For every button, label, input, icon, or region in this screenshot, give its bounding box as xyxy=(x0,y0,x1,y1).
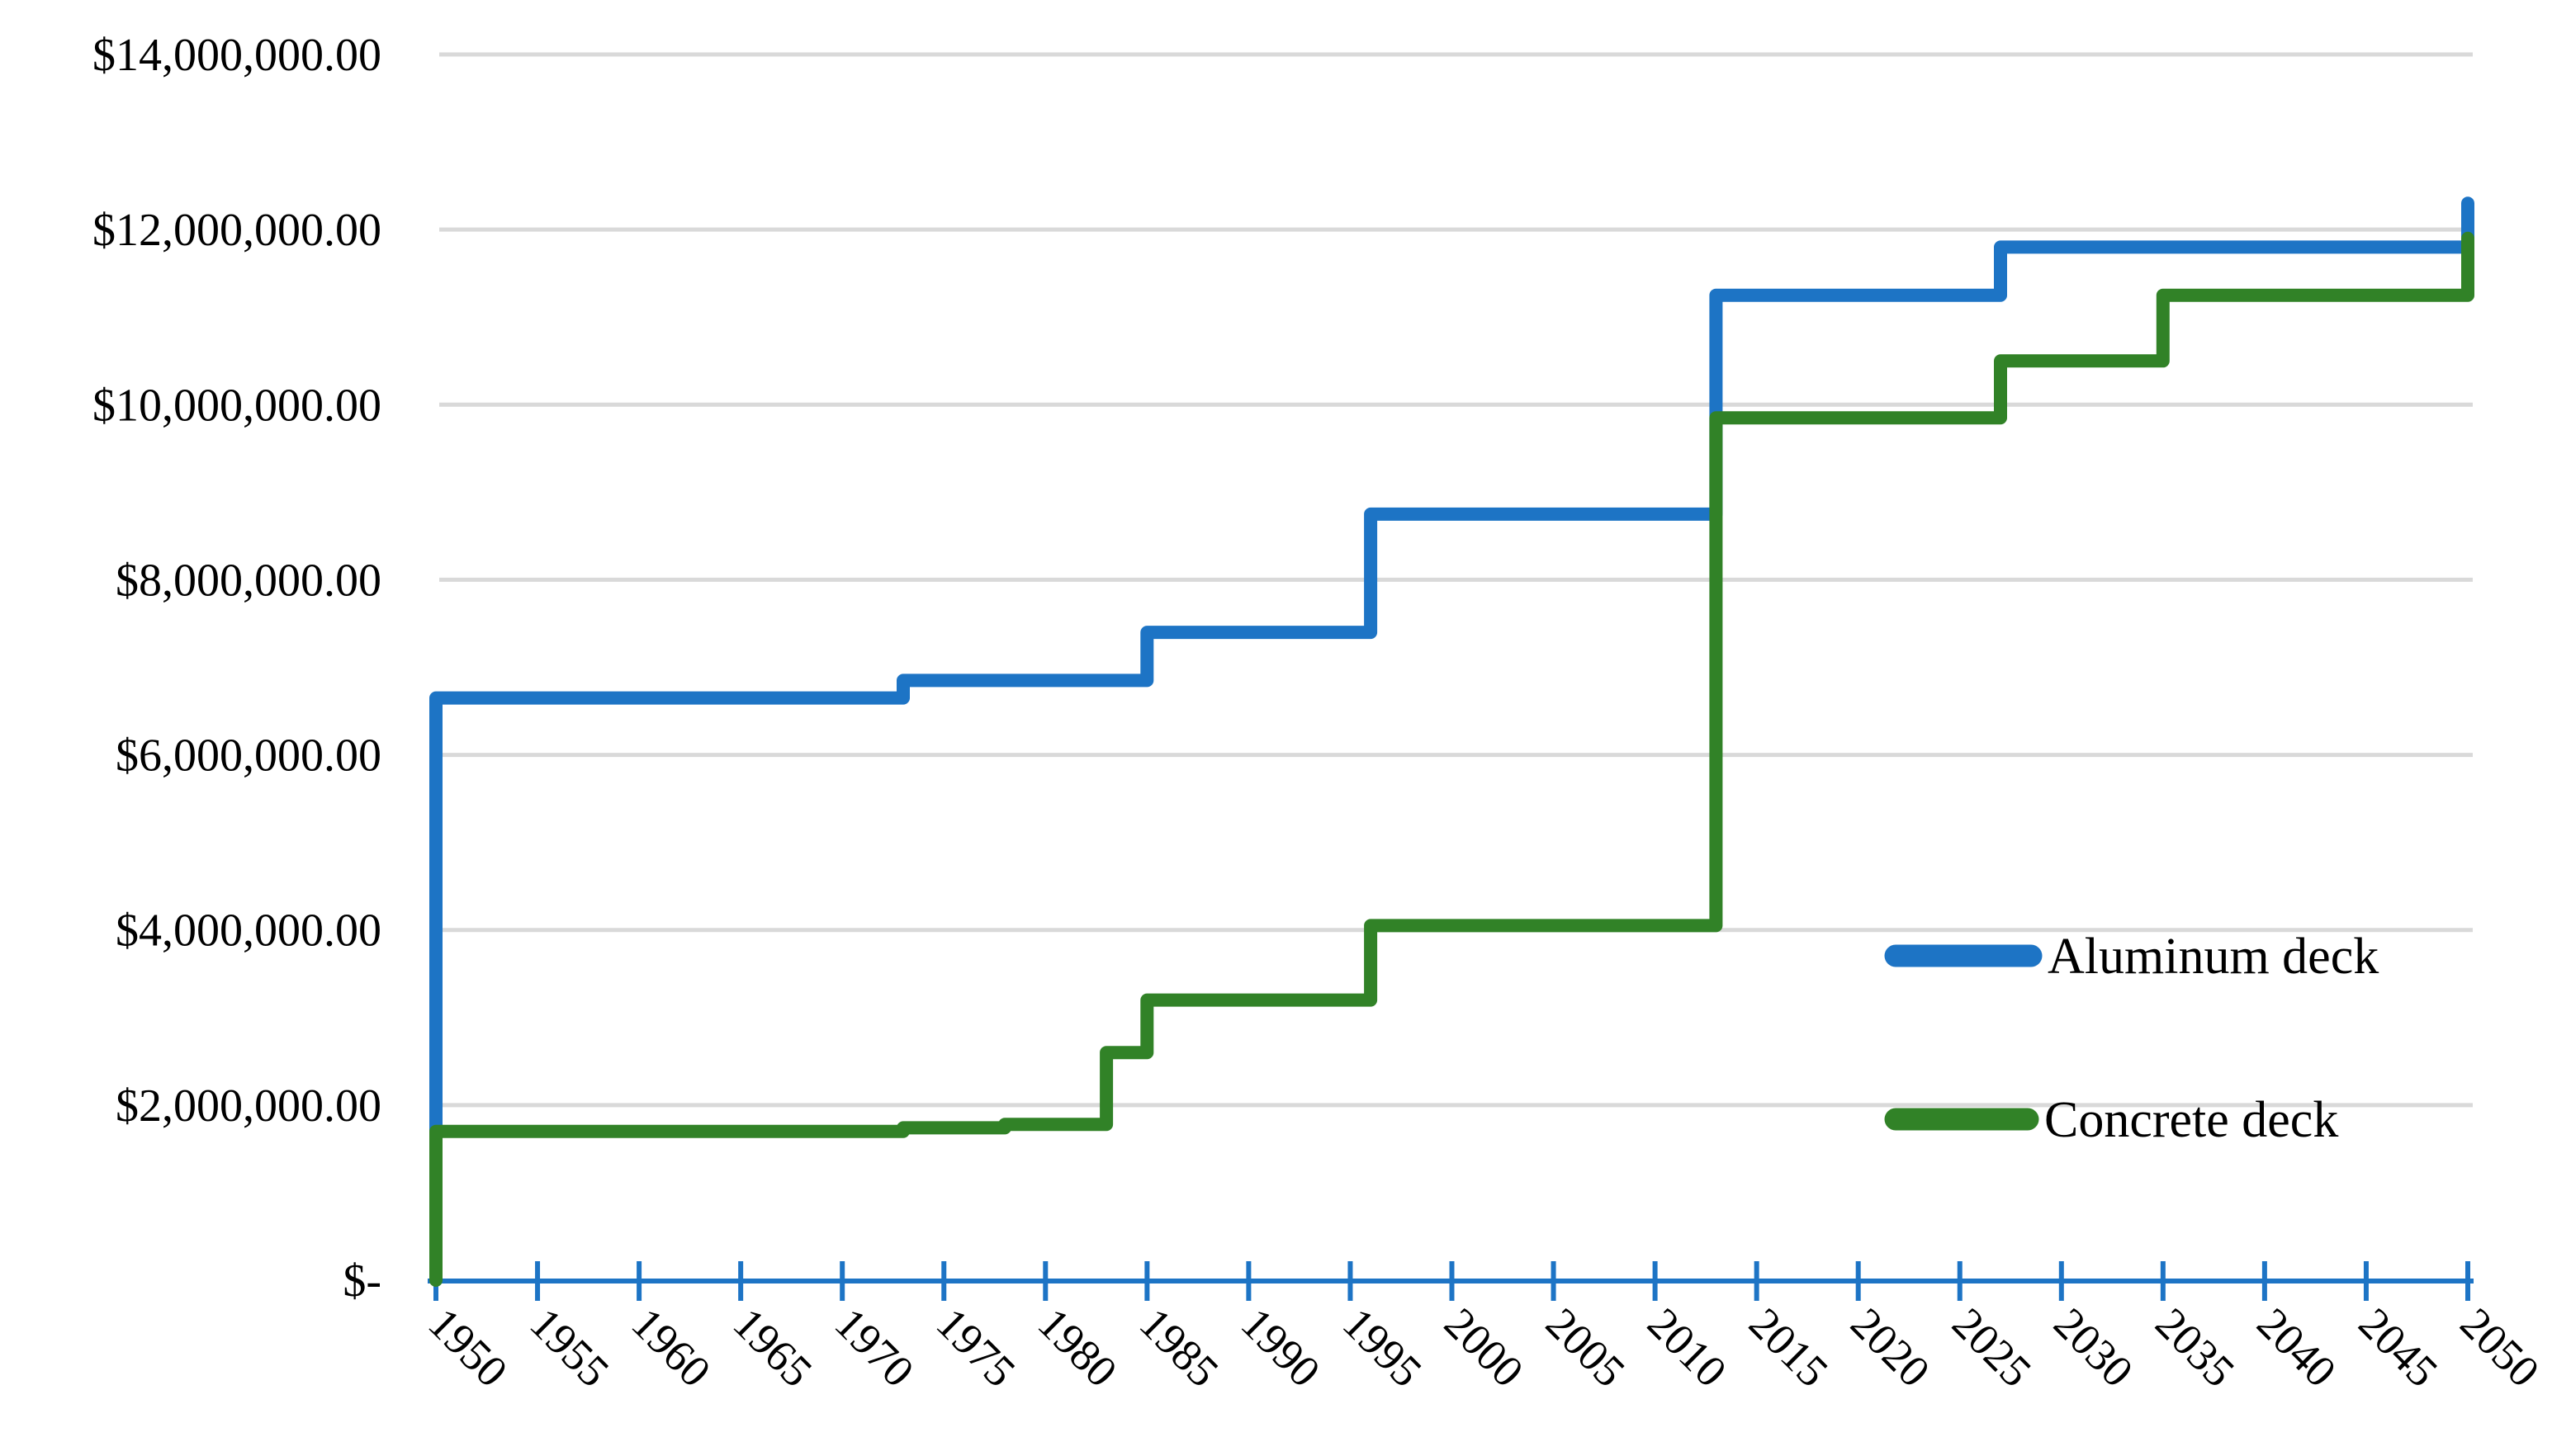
series-line-concrete-deck xyxy=(429,231,2474,1287)
x-tick-label: 1950 xyxy=(419,1298,518,1397)
x-tick-label: 1995 xyxy=(1333,1298,1432,1397)
x-tick-label: 2020 xyxy=(1841,1298,1939,1397)
x-tick-label: 2050 xyxy=(2451,1298,2550,1397)
y-tick-label: $14,000,000.00 xyxy=(92,30,381,81)
x-tick-label: 2000 xyxy=(1435,1298,1533,1397)
y-tick-label: $6,000,000.00 xyxy=(116,730,381,782)
x-tick-label: 2040 xyxy=(2247,1298,2346,1397)
data-series xyxy=(429,196,2474,1287)
x-tick-label: 1975 xyxy=(927,1298,1025,1397)
y-tick-label: $8,000,000.00 xyxy=(116,555,381,606)
y-tick-label: $10,000,000.00 xyxy=(92,380,381,431)
x-tick-label: 2030 xyxy=(2044,1298,2142,1397)
x-tick-label: 1985 xyxy=(1130,1298,1229,1397)
x-tick-label: 2005 xyxy=(1536,1298,1635,1397)
x-tick-label: 1970 xyxy=(826,1298,924,1397)
x-tick-label: 1960 xyxy=(623,1298,721,1397)
legend-item: Aluminum deck xyxy=(1884,929,2379,985)
legend-label: Aluminum deck xyxy=(2048,929,2379,985)
y-tick-label: $12,000,000.00 xyxy=(92,205,381,256)
x-tick-label: 2010 xyxy=(1638,1298,1736,1397)
legend-label: Concrete deck xyxy=(2044,1092,2338,1148)
x-axis xyxy=(428,1261,2474,1301)
x-tick-label: 1965 xyxy=(724,1298,822,1397)
x-tick-label: 2045 xyxy=(2349,1298,2447,1397)
y-axis-labels: $- $2,000,000.00 $4,000,000.00 $6,000,000.0… xyxy=(92,30,381,1307)
series-line-aluminum-deck xyxy=(429,196,2474,1287)
x-tick-label: 1990 xyxy=(1232,1298,1330,1397)
y-tick-label: $2,000,000.00 xyxy=(116,1080,381,1132)
legend-item: Concrete deck xyxy=(1884,1092,2338,1148)
gridlines xyxy=(439,52,2473,1108)
y-tick-label: $- xyxy=(343,1255,381,1307)
x-tick-label: 1980 xyxy=(1029,1298,1127,1397)
x-tick-label: 2025 xyxy=(1943,1298,2041,1397)
x-axis-labels: 1950 1955 1960 1965 1970 1975 1980 1985 1990 1995… xyxy=(419,1298,2550,1397)
x-tick-label: 1955 xyxy=(521,1298,619,1397)
x-tick-label: 2015 xyxy=(1740,1298,1838,1397)
x-tick-label: 2035 xyxy=(2146,1298,2244,1397)
y-tick-label: $4,000,000.00 xyxy=(116,905,381,957)
legend: Aluminum deck Concrete deck xyxy=(1884,929,2379,1148)
